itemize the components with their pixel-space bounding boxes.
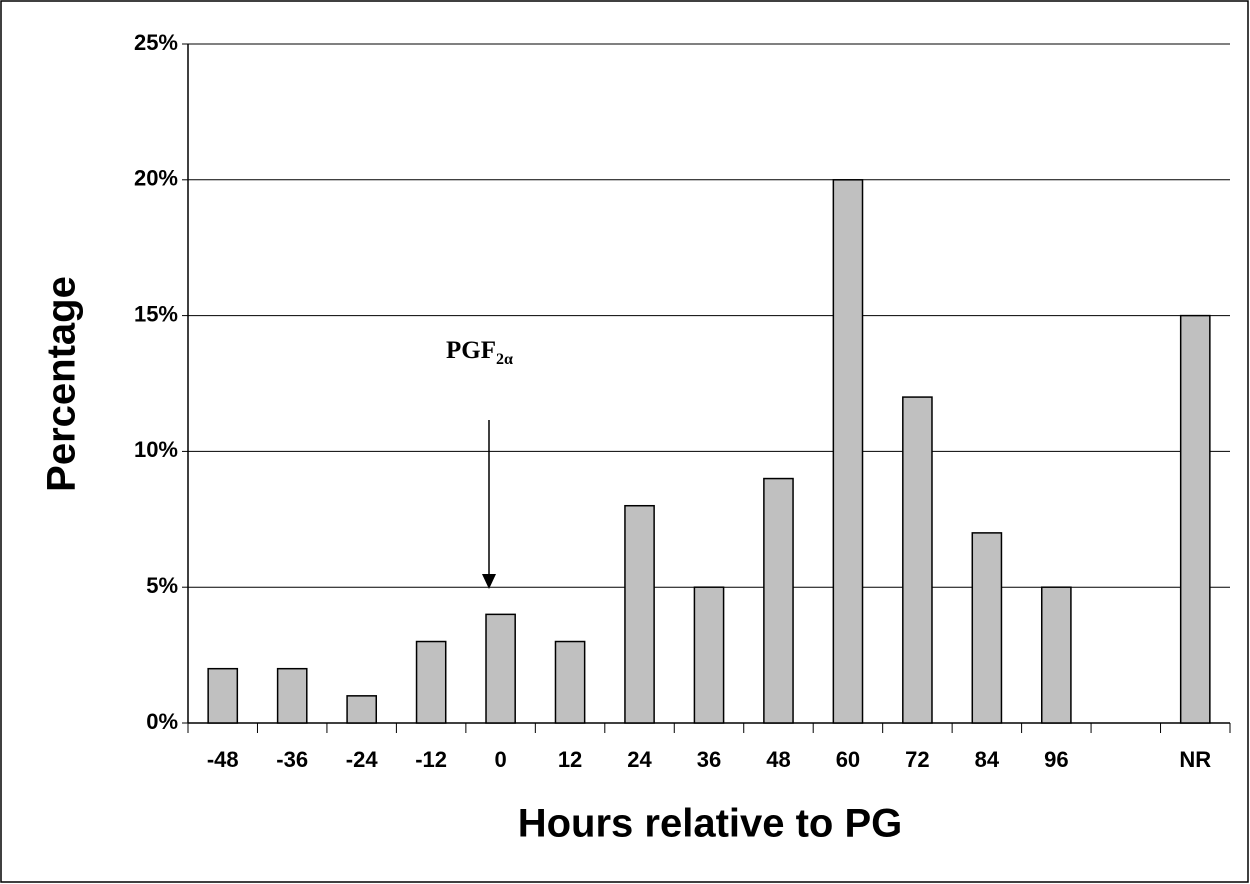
x-tick-label: 24 [627,747,652,772]
y-tick-label: 0% [146,709,178,734]
y-tick-label: 20% [134,166,178,191]
x-tick-label: 36 [697,747,721,772]
bar [763,477,794,724]
bar [276,667,308,724]
bar [624,504,655,724]
bar [415,640,447,724]
x-tick-label: 12 [558,747,582,772]
annotation: PGF2α [446,337,513,368]
annotation-arrowhead [482,574,496,589]
x-tick-label: -48 [207,747,239,772]
bar [832,179,864,724]
y-tick-label: 25% [134,30,178,55]
bar [1040,586,1072,724]
bar [346,695,378,724]
bar [207,667,239,724]
x-tick-label: 0 [494,747,506,772]
bar [1179,314,1211,724]
bar [554,640,586,724]
y-tick-label: 15% [134,301,178,326]
annotation-text: PGF [446,337,496,364]
x-tick-label: 60 [836,747,860,772]
x-axis-title: Hours relative to PG [518,802,903,846]
y-tick-label: 5% [146,573,178,598]
x-tick-label: -36 [276,747,308,772]
bar [693,586,725,724]
bar [902,396,933,724]
bar [971,532,1003,724]
bar [485,613,516,724]
x-tick-label: 84 [975,747,1000,772]
y-tick-label: 10% [134,437,178,462]
annotation-subscript: 2α [496,351,513,368]
x-tick-label: NR [1179,747,1211,772]
x-tick-label: 96 [1044,747,1068,772]
x-tick-label: 72 [905,747,929,772]
x-tick-label: -12 [415,747,447,772]
y-axis-title: Percentage [40,276,84,492]
x-tick-label: -24 [346,747,379,772]
x-tick-label: 48 [766,747,790,772]
